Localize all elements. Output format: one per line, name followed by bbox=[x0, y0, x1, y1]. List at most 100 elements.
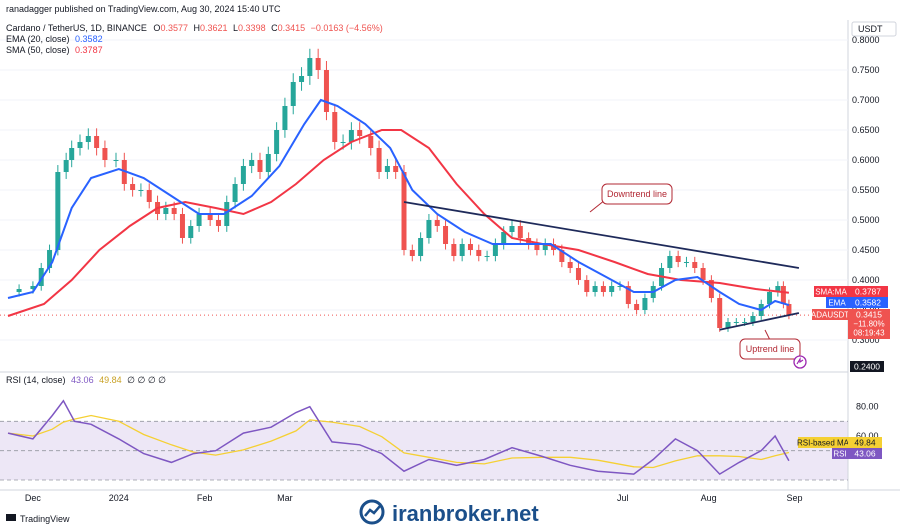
candle-body bbox=[625, 286, 631, 304]
ema-tag-label-box bbox=[826, 297, 848, 308]
candle-body bbox=[384, 166, 390, 172]
candle bbox=[249, 152, 255, 174]
candle bbox=[196, 207, 202, 232]
ohlc-high: 0.3621 bbox=[200, 23, 228, 33]
bottom-price-value: 0.2400 bbox=[854, 362, 880, 372]
candle-body bbox=[357, 130, 363, 136]
candle-body bbox=[542, 244, 548, 250]
candle-body bbox=[30, 286, 36, 289]
candle-body bbox=[501, 232, 507, 244]
candle bbox=[240, 158, 246, 191]
candle-body bbox=[69, 148, 75, 160]
candle-body bbox=[249, 160, 255, 166]
candle bbox=[146, 183, 152, 209]
time-tick-label: Feb bbox=[197, 493, 213, 503]
last-tag-countdown: 08:19:43 bbox=[853, 329, 885, 338]
bottom-price-tag: 0.2400 bbox=[850, 361, 884, 372]
candle bbox=[63, 152, 69, 179]
candle-body bbox=[196, 214, 202, 226]
candle bbox=[625, 281, 631, 309]
candle-body bbox=[780, 286, 786, 304]
candle-body bbox=[451, 244, 457, 256]
sma-tag-value: 0.3787 bbox=[855, 287, 881, 297]
candle-body bbox=[708, 280, 714, 298]
candle-body bbox=[742, 322, 748, 323]
candle-body bbox=[492, 244, 498, 256]
candle bbox=[348, 122, 354, 150]
price-tick-label: 0.6500 bbox=[852, 125, 880, 135]
candle bbox=[600, 281, 606, 297]
last-price-tag: ADAUSDT 0.3415 −11.80% 08:19:43 bbox=[811, 309, 890, 339]
candle bbox=[717, 293, 723, 332]
candle-body bbox=[409, 250, 415, 256]
candle bbox=[376, 140, 382, 179]
candle-body bbox=[551, 244, 557, 250]
candle-body bbox=[113, 160, 119, 161]
currency-box[interactable] bbox=[851, 21, 897, 37]
ohlc-low: 0.3398 bbox=[238, 23, 266, 33]
ema-legend-value: 0.3582 bbox=[75, 34, 103, 44]
downtrend-annotation: Downtrend line bbox=[589, 183, 673, 213]
alert-icon[interactable] bbox=[793, 355, 807, 369]
candle-body bbox=[418, 238, 424, 256]
iranbroker-watermark: iranbroker.net bbox=[359, 499, 539, 526]
candle-body bbox=[16, 289, 22, 292]
rsi-ma-tag-label: RSI-based MA bbox=[797, 439, 850, 448]
candle-body bbox=[63, 160, 69, 172]
rsi-tag-value-box bbox=[848, 448, 882, 459]
candle bbox=[179, 207, 185, 244]
candle-body bbox=[733, 322, 739, 323]
candle bbox=[775, 281, 781, 297]
candle-body bbox=[509, 226, 515, 232]
candle-body bbox=[138, 190, 144, 191]
candle-body bbox=[55, 172, 61, 250]
candle bbox=[584, 275, 590, 297]
candle-body bbox=[467, 244, 473, 250]
candle bbox=[708, 275, 714, 303]
candle bbox=[55, 165, 61, 256]
candle bbox=[426, 214, 432, 244]
candle-body bbox=[434, 220, 440, 226]
candle-body bbox=[290, 82, 296, 106]
rsi-tag-label-box bbox=[832, 448, 848, 459]
candle-body bbox=[750, 316, 756, 322]
candle-body bbox=[575, 268, 581, 280]
price-tick-label: 0.5000 bbox=[852, 215, 880, 225]
candle-body bbox=[675, 256, 681, 262]
candle-body bbox=[609, 286, 615, 292]
candle-body bbox=[683, 262, 689, 263]
candle-body bbox=[47, 250, 53, 268]
candle bbox=[282, 97, 288, 138]
symbol-line: Cardano / TetherUS, 1D, BINANCE O0.3577 … bbox=[6, 23, 383, 33]
sma-tag: SMA:MA 0.3787 bbox=[814, 286, 888, 297]
candle-body bbox=[85, 136, 91, 142]
candle bbox=[113, 152, 119, 168]
candle-body bbox=[692, 262, 698, 268]
candle-body bbox=[600, 286, 606, 292]
symbol-title: Cardano / TetherUS, 1D, BINANCE bbox=[6, 23, 147, 33]
candle-body bbox=[584, 280, 590, 292]
tradingview-logo[interactable]: TradingView bbox=[6, 514, 70, 524]
candle bbox=[443, 220, 449, 250]
candle bbox=[315, 48, 321, 79]
candle-body bbox=[94, 136, 100, 148]
rsi-tick-label: 60.00 bbox=[856, 431, 879, 441]
candle-body bbox=[240, 166, 246, 184]
price-tick-label: 0.7000 bbox=[852, 95, 880, 105]
candle bbox=[102, 140, 108, 168]
candle-body bbox=[171, 208, 177, 214]
rsi-ma-legend-value: 49.84 bbox=[99, 375, 122, 385]
candle-body bbox=[767, 292, 773, 304]
candle-body bbox=[725, 322, 731, 328]
time-axis: Dec 2024 Feb Mar Jul Aug Sep bbox=[25, 493, 803, 503]
ema-tag-value-box bbox=[848, 297, 888, 308]
time-tick-label: 2024 bbox=[109, 493, 129, 503]
watermark-logo-icon bbox=[359, 499, 385, 525]
candle-body bbox=[348, 130, 354, 142]
candle bbox=[393, 158, 399, 179]
rsi-ma-tag-label-box bbox=[798, 437, 848, 448]
price-tick-label: 0.6000 bbox=[852, 155, 880, 165]
sma-tag-label: SMA:MA bbox=[815, 288, 847, 297]
candle bbox=[138, 183, 144, 197]
